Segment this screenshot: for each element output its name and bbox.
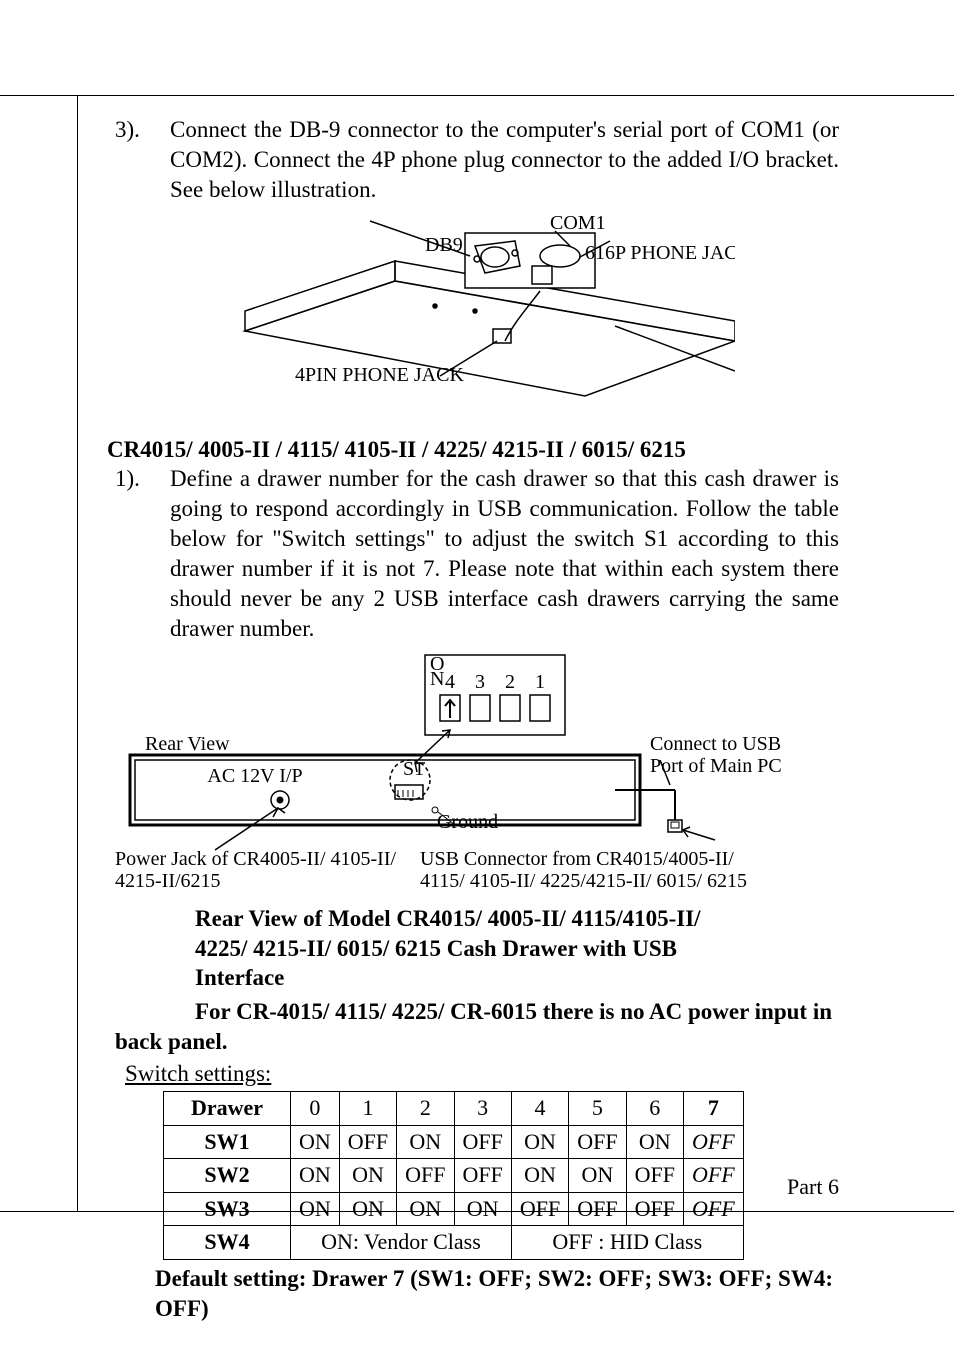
label-connect-usb-2: Port of Main PC — [650, 755, 782, 777]
label-616p: 616P PHONE JACK — [585, 242, 735, 264]
step-1-text: Define a drawer number for the cash draw… — [170, 464, 839, 643]
label-usb-conn-2: 4115/ 4105-II/ 4225/4215-II/ 6015/ 6215 — [420, 870, 747, 890]
default-setting: Default setting: Drawer 7 (SW1: OFF; SW2… — [155, 1264, 839, 1324]
section-heading: CR4015/ 4005-II / 4115/ 4105-II / 4225/ … — [107, 435, 839, 465]
table-row-header: Drawer 0 1 2 3 4 5 6 7 — [164, 1092, 744, 1126]
dip-3: 3 — [475, 671, 485, 693]
label-rear-view: Rear View — [145, 733, 230, 755]
page-footer: Part 6 — [787, 1174, 839, 1200]
dip-1: 1 — [535, 671, 545, 693]
hdr-1: 1 — [339, 1092, 396, 1126]
label-db9: DB9 — [425, 234, 463, 256]
hdr-0: 0 — [291, 1092, 340, 1126]
switch-settings-table: Drawer 0 1 2 3 4 5 6 7 SW1 ON OFF ON OFF… — [163, 1091, 744, 1260]
table-row-sw4: SW4 ON: Vendor Class OFF : HID Class — [164, 1226, 744, 1260]
left-divider — [77, 95, 78, 1212]
label-power-jack-2: 4215-II/6215 — [115, 870, 221, 890]
step-3: 3). Connect the DB-9 connector to the co… — [115, 115, 839, 205]
top-divider — [0, 95, 954, 96]
dip-4: 4 — [445, 671, 455, 693]
step-1: 1). Define a drawer number for the cash … — [115, 464, 839, 643]
hdr-5: 5 — [569, 1092, 626, 1126]
switch-settings-label: Switch settings: — [125, 1059, 839, 1089]
step-1-num: 1). — [115, 464, 170, 643]
label-ac: AC 12V I/P — [207, 765, 302, 787]
hdr-7: 7 — [683, 1092, 743, 1126]
hdr-drawer: Drawer — [164, 1092, 291, 1126]
hdr-2: 2 — [397, 1092, 454, 1126]
dip-2: 2 — [505, 671, 515, 693]
label-power-jack-1: Power Jack of CR4005-II/ 4105-II/ — [115, 848, 396, 870]
label-connect-usb-1: Connect to USB — [650, 733, 781, 755]
step-3-num: 3). — [115, 115, 170, 205]
table-row-sw1: SW1 ON OFF ON OFF ON OFF ON OFF — [164, 1125, 744, 1159]
table-row-sw2: SW2 ON ON OFF OFF ON ON OFF OFF — [164, 1159, 744, 1193]
label-usb-conn-1: USB Connector from CR4015/4005-II/ — [420, 848, 734, 870]
label-com1: COM1 — [550, 212, 606, 234]
content-area: 3). Connect the DB-9 connector to the co… — [115, 115, 839, 1324]
diagram-pc-connection: DB9 COM1 616P PHONE JACK 4PIN PHONE JACK — [215, 211, 839, 419]
hdr-4: 4 — [511, 1092, 568, 1126]
label-ground: Ground — [437, 811, 498, 833]
table-row-sw3: SW3 ON ON ON ON OFF OFF OFF OFF — [164, 1192, 744, 1226]
diagram-rear-view: O N 4 3 2 1 Rear View AC 12V I/P S1 Grou… — [115, 650, 839, 898]
diagram2-svg: O N 4 3 2 1 Rear View AC 12V I/P S1 Grou… — [115, 650, 835, 890]
hdr-3: 3 — [454, 1092, 511, 1126]
diagram1-svg: DB9 COM1 616P PHONE JACK 4PIN PHONE JACK — [215, 211, 735, 411]
step-3-text: Connect the DB-9 connector to the comput… — [170, 115, 839, 205]
no-ac-note: For CR-4015/ 4115/ 4225/ CR-6015 there i… — [115, 999, 832, 1054]
label-4pin: 4PIN PHONE JACK — [295, 364, 464, 386]
dip-on-n: N — [430, 668, 444, 690]
label-s1: S1 — [403, 758, 424, 780]
hdr-6: 6 — [626, 1092, 683, 1126]
page: 3). Connect the DB-9 connector to the co… — [0, 0, 954, 1352]
rear-view-caption: Rear View of Model CR4015/ 4005-II/ 4115… — [195, 904, 735, 994]
